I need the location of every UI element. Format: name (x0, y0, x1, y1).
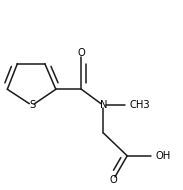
Text: OH: OH (156, 151, 171, 161)
Text: N: N (100, 101, 107, 110)
Text: O: O (78, 48, 85, 58)
Text: S: S (29, 101, 35, 110)
Text: CH3: CH3 (129, 101, 150, 110)
Text: O: O (110, 175, 117, 184)
